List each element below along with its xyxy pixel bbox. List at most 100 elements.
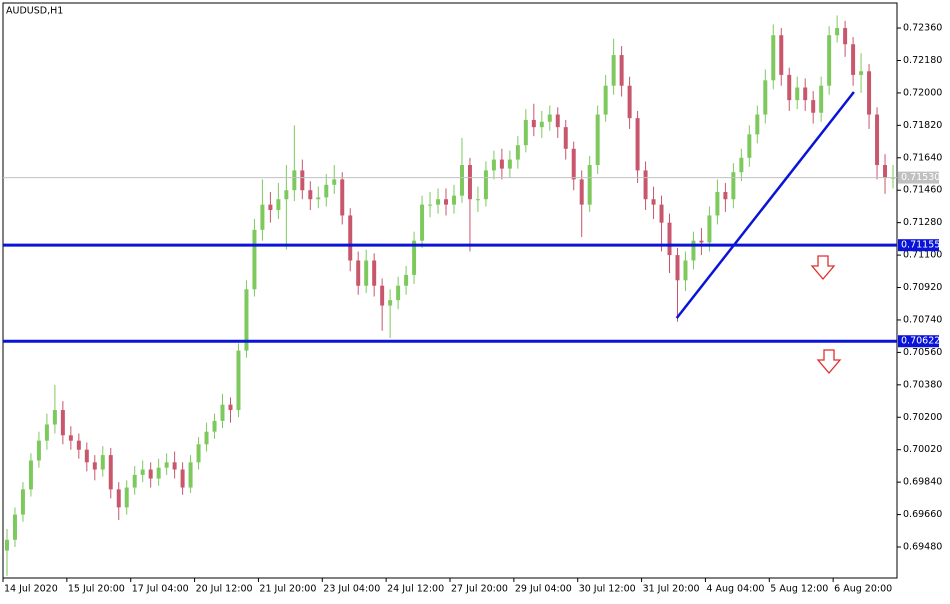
x-tick-label: 23 Jul 04:00 — [323, 584, 380, 595]
candle-body — [388, 300, 393, 306]
trendline — [675, 91, 855, 319]
candle-body — [124, 487, 129, 508]
candle-body — [340, 179, 345, 216]
y-tick-label: 0.71820 — [903, 120, 942, 131]
candle-body — [563, 127, 568, 149]
x-tick-label: 15 Jul 20:00 — [68, 584, 125, 595]
candle-body — [348, 215, 353, 261]
x-tick-label: 30 Jul 12:00 — [579, 584, 636, 595]
candle-body — [819, 85, 824, 113]
candle-body — [324, 184, 329, 198]
candle-body — [372, 260, 377, 286]
candle-body — [747, 134, 752, 158]
y-tick-label: 0.70920 — [903, 282, 942, 293]
candle-body — [260, 204, 265, 230]
candle-body — [132, 474, 137, 488]
candle-body — [835, 28, 840, 36]
candle-body — [156, 467, 161, 479]
candle-body — [60, 410, 65, 436]
candle-body — [795, 87, 800, 101]
candle-body — [611, 55, 616, 86]
candle-body — [236, 350, 241, 411]
candle-body — [755, 114, 760, 135]
candle-body — [467, 164, 472, 200]
candle-body — [36, 440, 41, 461]
y-tick-label: 0.72360 — [903, 23, 942, 34]
candle-body — [539, 121, 544, 128]
candle-body — [420, 204, 425, 241]
candle-body — [875, 114, 880, 165]
candle-body — [180, 469, 185, 488]
x-tick-label: 5 Aug 12:00 — [770, 584, 828, 595]
candle-body — [68, 435, 73, 441]
candle-body — [404, 274, 409, 286]
price-label-box — [898, 335, 939, 348]
candle-body — [52, 410, 57, 425]
price-label: 0.70622 — [901, 336, 940, 347]
y-tick-label: 0.72000 — [903, 87, 942, 98]
candle-body — [196, 444, 201, 463]
candle-body — [164, 462, 169, 468]
candle-body — [92, 462, 97, 470]
candle-body — [827, 35, 832, 86]
candle-body — [212, 420, 217, 432]
candle-body — [811, 100, 816, 113]
y-tick-label: 0.71640 — [903, 152, 942, 163]
candle-body — [723, 192, 728, 200]
candle-body — [451, 195, 456, 205]
candle-body — [412, 240, 417, 275]
x-tick-label: 31 Jul 20:00 — [643, 584, 700, 595]
candle-body — [771, 35, 776, 81]
candle-body — [4, 539, 9, 551]
candle-body — [651, 199, 656, 205]
x-tick-label: 20 Jul 12:00 — [196, 584, 253, 595]
candle-body — [396, 285, 401, 301]
candle-body — [659, 204, 664, 223]
y-tick-label: 0.69840 — [903, 477, 942, 488]
candle-body — [555, 114, 560, 128]
y-tick-label: 0.69660 — [903, 509, 942, 520]
candle-body — [380, 285, 385, 306]
candle-body — [635, 118, 640, 171]
candle-body — [547, 114, 552, 122]
candle-body — [228, 404, 233, 411]
candle-body — [12, 514, 17, 540]
price-label: 0.71155 — [901, 240, 940, 251]
candle-body — [867, 71, 872, 115]
candle-body — [739, 157, 744, 173]
candle-body — [579, 179, 584, 205]
candle-body — [675, 255, 680, 281]
y-tick-label: 0.70020 — [903, 444, 942, 455]
candle-body — [364, 260, 369, 286]
y-tick-label: 0.70560 — [903, 347, 942, 358]
candle-body — [731, 172, 736, 200]
candle-body — [459, 164, 464, 196]
candle-body — [428, 204, 433, 206]
candle-body — [300, 170, 305, 191]
candle-body — [436, 199, 441, 205]
candle-body — [28, 460, 33, 490]
y-tick-label: 0.70740 — [903, 314, 942, 325]
x-tick-label: 17 Jul 04:00 — [132, 584, 189, 595]
candle-body — [643, 170, 648, 200]
candle-body — [859, 71, 864, 75]
candle-body — [571, 148, 576, 180]
candle-body — [507, 159, 512, 169]
candle-body — [308, 190, 313, 200]
candle-body — [691, 240, 696, 261]
candle-body — [316, 197, 321, 200]
candle-body — [491, 159, 496, 171]
candle-body — [595, 114, 600, 165]
candle-body — [204, 431, 209, 445]
down-arrow — [810, 255, 842, 375]
candle-body — [284, 190, 289, 200]
y-tick-label: 0.71280 — [903, 217, 942, 228]
candle-body — [100, 455, 105, 470]
candle-body — [499, 159, 504, 169]
candle-body — [244, 289, 249, 351]
y-tick-label: 0.70200 — [903, 412, 942, 423]
candle-body — [252, 229, 257, 290]
candle-body — [84, 449, 89, 463]
